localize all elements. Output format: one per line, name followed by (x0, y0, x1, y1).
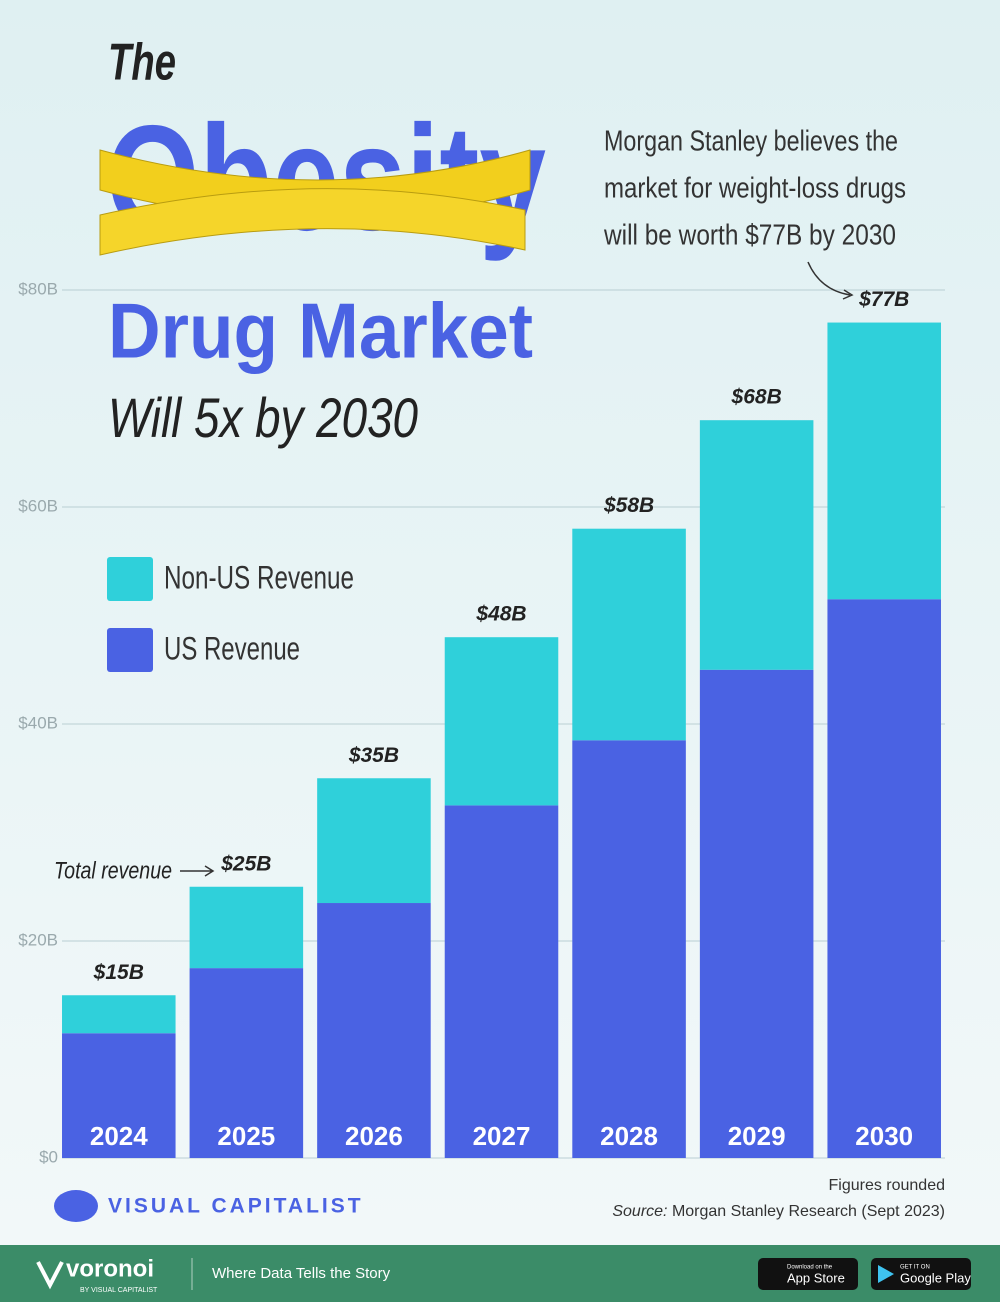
bar-segment (827, 599, 941, 1158)
x-tick-label: 2026 (345, 1121, 403, 1151)
google-play-icon (878, 1265, 894, 1283)
arrow (807, 261, 851, 296)
total-note: Total revenue (54, 857, 172, 884)
bars: $15B 2024 $25B 2025 $35B 2026 $48B 2027 $58B 2028… (62, 288, 941, 1158)
y-tick-label: $40B (18, 713, 58, 732)
google: Google Play (900, 1270, 971, 1285)
bar-segment (189, 968, 304, 1158)
arrow (842, 289, 854, 300)
legend: US Revenue Non-US Revenue (107, 557, 354, 672)
app-store-badge[interactable] (758, 1258, 858, 1290)
bar-segment (444, 637, 559, 806)
bar-segment (444, 805, 559, 1158)
bar-segment (317, 903, 431, 1158)
source-text: Morgan Stanley Research (Sept 2023) (672, 1203, 945, 1220)
total-label: $77B (858, 288, 909, 311)
annotation: market for weight-loss drugs (604, 173, 906, 205)
source-label: Source: (612, 1203, 667, 1220)
google-play-badge[interactable] (871, 1258, 971, 1290)
arrow (180, 865, 215, 877)
total-label: $25B (220, 852, 271, 875)
x-tick-label: 2024 (90, 1121, 148, 1151)
app-store: App Store (787, 1270, 845, 1285)
app-store-top: Download on the (787, 1265, 833, 1271)
total-label: $35B (348, 744, 399, 767)
tape-measure (99, 188, 526, 256)
annotation: will be worth $77B by 2030 (603, 220, 896, 252)
note-rounded: Figures rounded (828, 1177, 945, 1194)
bar-segment (62, 995, 176, 1034)
footer-tagline: Where Data Tells the Story (212, 1265, 391, 1282)
bar-segment (572, 528, 686, 741)
x-tick-label: 2025 (217, 1121, 275, 1151)
footer-logo: voronoi (66, 1255, 154, 1282)
footer-logo-sub: BY VISUAL CAPITALIST (80, 1287, 158, 1294)
x-tick-label: 2030 (855, 1121, 913, 1151)
legend-label: Non-US Revenue (164, 559, 354, 595)
bar-segment (699, 420, 814, 670)
brand: VISUAL CAPITALIST (108, 1195, 364, 1218)
total-label: $68B (731, 386, 782, 409)
bar-segment (317, 778, 431, 904)
bar-segment (699, 669, 814, 1158)
y-tick-label: $20B (18, 930, 58, 949)
legend-label: US Revenue (164, 630, 300, 666)
footer-logo-mark (36, 1261, 64, 1290)
bar-segment (572, 740, 686, 1158)
bar-segment (62, 1033, 176, 1158)
title-drug-market: Drug Market (108, 287, 533, 375)
bar-segment (189, 886, 304, 969)
google-top: GET IT ON (900, 1265, 930, 1271)
y-tick-label: $0 (39, 1147, 58, 1166)
title-subline: Will 5x by 2030 (108, 386, 418, 449)
brand-logo (54, 1190, 98, 1222)
total-label: $48B (475, 603, 526, 626)
total-label: $58B (603, 494, 654, 517)
title-the: The (108, 34, 176, 92)
y-tick-label: $60B (18, 496, 58, 515)
bar-segment (827, 322, 941, 600)
legend-swatch (107, 628, 153, 672)
annotation: Morgan Stanley believes the (604, 126, 898, 158)
x-tick-label: 2027 (473, 1121, 531, 1151)
source: Source: Morgan Stanley Research (Sept 20… (612, 1203, 945, 1220)
legend-swatch (107, 557, 153, 601)
x-tick-label: 2029 (728, 1121, 786, 1151)
y-tick-label: $80B (18, 279, 58, 298)
x-tick-label: 2028 (600, 1121, 658, 1151)
total-label: $15B (93, 961, 144, 984)
